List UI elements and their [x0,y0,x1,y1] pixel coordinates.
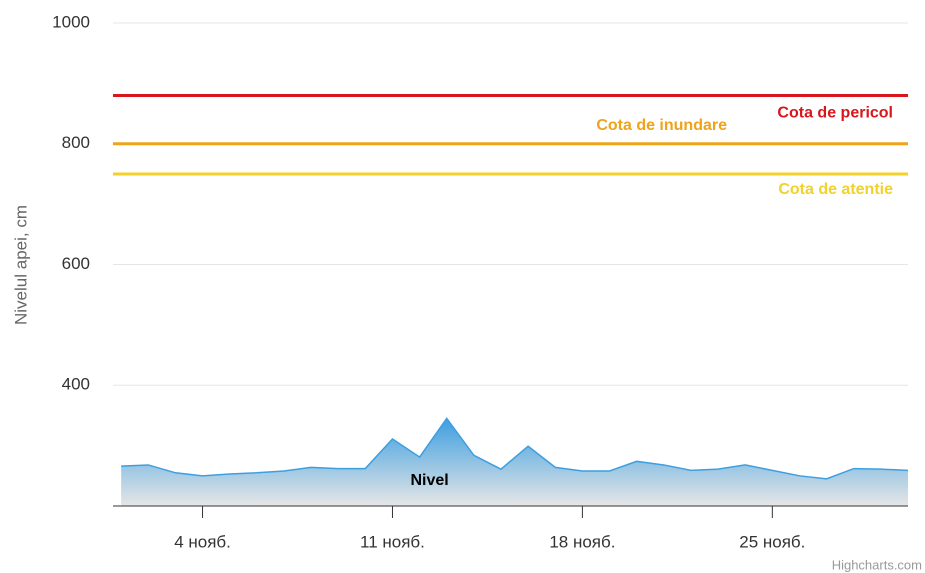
x-tick-label: 25 нояб. [739,532,805,551]
y-tick-label: 400 [62,375,90,394]
plot-line-label: Cota de pericol [777,105,893,122]
area [121,418,908,506]
y-tick-label: 600 [62,254,90,273]
plot-line-label: Cota de inundare [596,117,727,134]
y-axis-title: Nivelul apei, cm [11,205,30,325]
x-tick-label: 11 нояб. [360,532,425,551]
y-tick-label: 1000 [52,12,90,31]
y-tick-label: 800 [62,133,90,152]
series-label: Nivel [410,472,448,489]
x-tick-label: 18 нояб. [549,532,615,551]
credits: Highcharts.com [832,557,922,572]
plot-line-label: Cota de atentie [778,181,893,198]
x-tick-label: 4 нояб. [174,532,231,551]
area-line [121,417,909,480]
